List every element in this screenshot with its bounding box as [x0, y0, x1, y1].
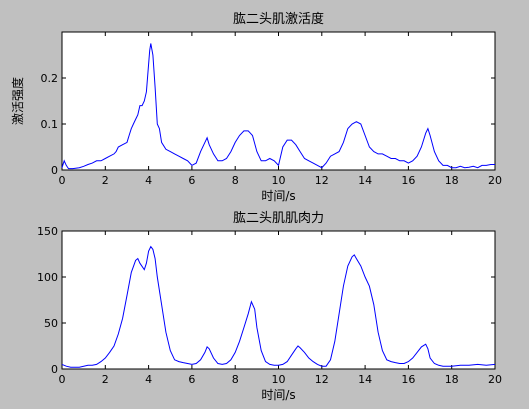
force-title: 肱二头肌肌肉力 — [233, 211, 324, 226]
force-x-axis-label: 时间/s — [261, 388, 295, 402]
activation-x-tick-label: 14 — [358, 174, 372, 187]
force-x-tick-label: 14 — [358, 373, 372, 386]
force-plot: 0 2 4 6 8 10 12 14 16 18 20 0 50 100 150 肱二头肌肌肉力 时间/s — [37, 211, 502, 402]
activation-x-tick-label: 20 — [488, 174, 502, 187]
activation-y-tick-label: 0.1 — [41, 118, 59, 131]
activation-x-tick-label: 4 — [145, 174, 152, 187]
force-x-tick-label: 0 — [59, 373, 66, 386]
force-y-tick-label: 50 — [44, 317, 58, 330]
activation-x-tick-label: 0 — [59, 174, 66, 187]
activation-ticks: 0 2 4 6 8 10 12 14 16 18 20 0 0.1 0.2 — [41, 32, 502, 187]
force-y-tick-label: 150 — [37, 225, 58, 238]
force-x-tick-label: 18 — [445, 373, 459, 386]
force-axes — [61, 230, 496, 370]
activation-title: 肱二头肌激活度 — [233, 11, 324, 27]
activation-y-axis-label: 激活强度 — [10, 77, 25, 125]
force-x-tick-label: 12 — [315, 373, 329, 386]
force-x-tick-label: 4 — [145, 373, 152, 386]
activation-x-tick-label: 2 — [102, 174, 109, 187]
activation-x-tick-label: 18 — [445, 174, 459, 187]
force-x-tick-label: 10 — [272, 373, 286, 386]
activation-x-axis-label: 时间/s — [261, 189, 295, 203]
activation-y-tick-label: 0.2 — [41, 72, 59, 85]
activation-x-tick-label: 10 — [272, 174, 286, 187]
force-x-tick-label: 6 — [188, 373, 195, 386]
activation-x-tick-label: 16 — [401, 174, 415, 187]
force-x-tick-label: 2 — [102, 373, 109, 386]
activation-plot: 0 2 4 6 8 10 12 14 16 18 20 0 0.1 0.2 肱二头肌激活度 时间/s 激活… — [10, 11, 502, 203]
force-x-tick-label: 8 — [232, 373, 239, 386]
activation-x-tick-label: 6 — [188, 174, 195, 187]
activation-x-tick-label: 12 — [315, 174, 329, 187]
force-x-tick-label: 16 — [401, 373, 415, 386]
force-y-tick-label: 100 — [37, 271, 58, 284]
activation-x-tick-label: 8 — [232, 174, 239, 187]
activation-series-line — [61, 43, 495, 170]
force-y-tick-label: 0 — [51, 363, 58, 376]
force-ticks: 0 2 4 6 8 10 12 14 16 18 20 0 50 100 150 — [37, 225, 502, 386]
activation-axes — [61, 31, 496, 171]
force-series-line — [61, 245, 496, 368]
force-x-tick-label: 20 — [488, 373, 502, 386]
activation-y-tick-label: 0 — [51, 164, 58, 177]
